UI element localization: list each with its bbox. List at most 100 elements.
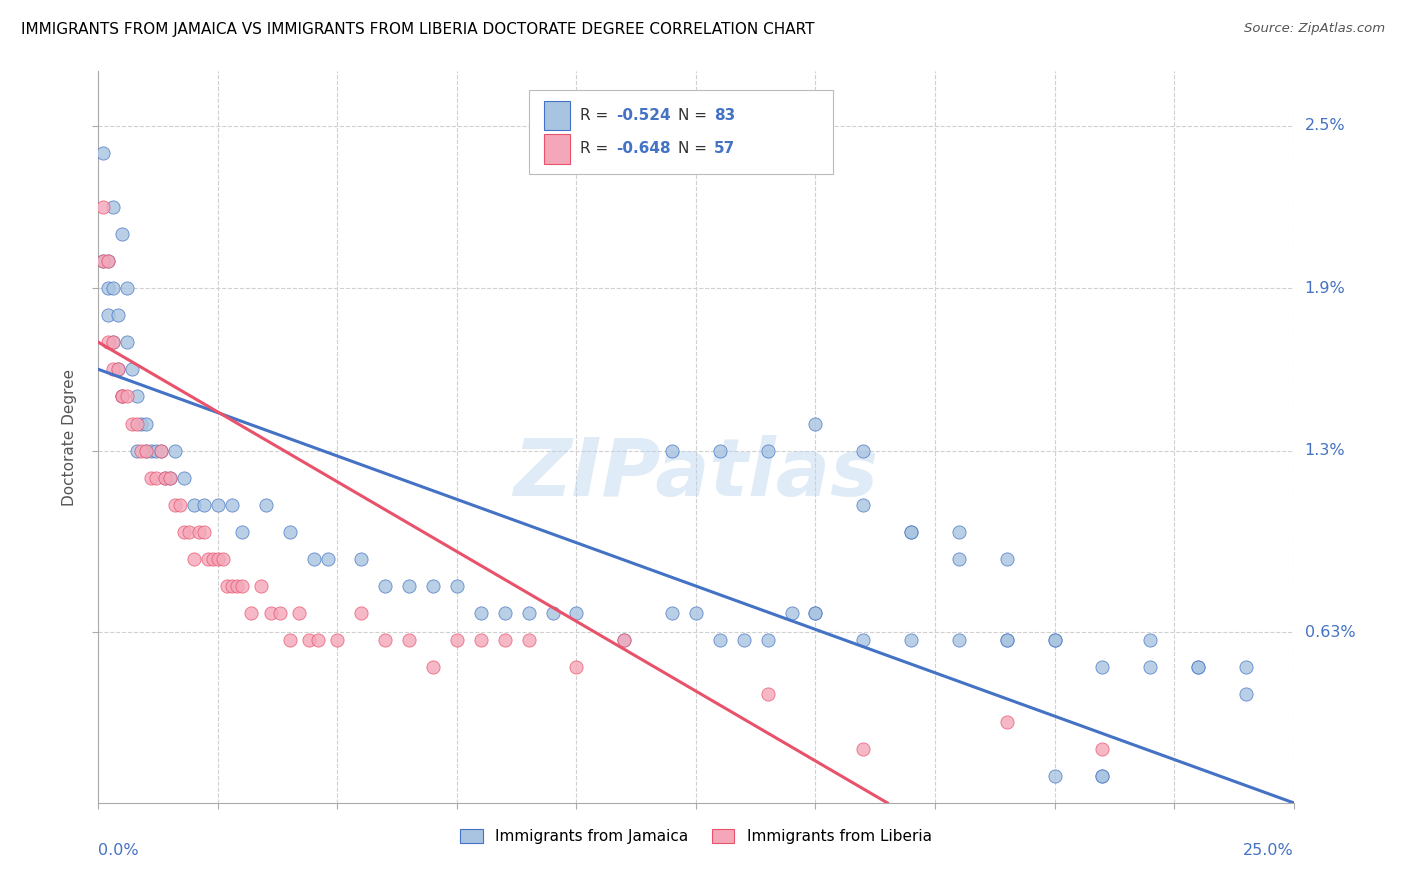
Point: [159, 471, 181, 485]
Point: [202, 552, 225, 566]
Point: [1043, 633, 1066, 648]
Point: [709, 443, 731, 458]
Point: [259, 606, 281, 620]
Point: [326, 633, 349, 648]
Point: [852, 443, 875, 458]
Point: [1234, 660, 1257, 674]
Point: [900, 524, 922, 539]
Point: [131, 443, 153, 458]
Point: [101, 281, 124, 295]
Point: [173, 471, 195, 485]
Point: [221, 498, 243, 512]
Text: -0.524: -0.524: [616, 108, 671, 123]
Point: [852, 498, 875, 512]
Point: [470, 633, 492, 648]
Point: [121, 417, 143, 431]
Point: [97, 308, 120, 322]
Point: [1091, 769, 1114, 783]
Point: [995, 552, 1018, 566]
Point: [269, 606, 291, 620]
Point: [350, 606, 373, 620]
Point: [709, 633, 731, 648]
Point: [111, 389, 134, 403]
Point: [115, 389, 138, 403]
Point: [183, 498, 205, 512]
Text: R =: R =: [581, 108, 613, 123]
Point: [422, 660, 444, 674]
Point: [288, 606, 311, 620]
Point: [135, 443, 157, 458]
Point: [231, 524, 253, 539]
Point: [1091, 741, 1114, 756]
Point: [121, 362, 143, 376]
Point: [91, 200, 114, 214]
Point: [159, 471, 181, 485]
Text: R =: R =: [581, 141, 613, 156]
Point: [1187, 660, 1209, 674]
Text: 1.3%: 1.3%: [1305, 443, 1346, 458]
Point: [145, 443, 167, 458]
FancyBboxPatch shape: [544, 101, 571, 130]
Point: [155, 471, 177, 485]
Point: [446, 633, 468, 648]
Point: [298, 633, 321, 648]
Point: [125, 389, 148, 403]
Point: [804, 417, 827, 431]
Point: [221, 579, 243, 593]
Point: [948, 552, 970, 566]
Point: [316, 552, 339, 566]
Point: [231, 579, 253, 593]
Point: [111, 389, 134, 403]
Point: [852, 741, 875, 756]
Point: [101, 335, 124, 350]
Point: [613, 633, 636, 648]
Point: [211, 552, 233, 566]
Point: [1234, 688, 1257, 702]
Point: [685, 606, 707, 620]
Point: [115, 335, 138, 350]
Point: [661, 443, 683, 458]
Point: [517, 633, 540, 648]
Point: [101, 362, 124, 376]
Point: [446, 579, 468, 593]
Point: [111, 389, 134, 403]
Point: [149, 443, 172, 458]
Text: 0.63%: 0.63%: [1305, 624, 1355, 640]
Point: [804, 606, 827, 620]
Point: [97, 281, 120, 295]
Point: [107, 362, 129, 376]
Point: [97, 254, 120, 268]
Point: [517, 606, 540, 620]
Point: [197, 552, 219, 566]
Point: [97, 335, 120, 350]
Point: [139, 443, 162, 458]
Point: [250, 579, 273, 593]
Point: [398, 633, 420, 648]
Point: [565, 660, 588, 674]
Point: [226, 579, 249, 593]
Point: [139, 471, 162, 485]
Point: [1139, 633, 1161, 648]
Point: [179, 524, 201, 539]
Point: [163, 498, 186, 512]
Text: 25.0%: 25.0%: [1243, 843, 1294, 858]
Text: IMMIGRANTS FROM JAMAICA VS IMMIGRANTS FROM LIBERIA DOCTORATE DEGREE CORRELATION : IMMIGRANTS FROM JAMAICA VS IMMIGRANTS FR…: [21, 22, 814, 37]
Point: [756, 688, 779, 702]
FancyBboxPatch shape: [529, 90, 834, 174]
Point: [278, 633, 301, 648]
Point: [101, 200, 124, 214]
Point: [193, 498, 215, 512]
Point: [613, 633, 636, 648]
Point: [131, 417, 153, 431]
Point: [494, 633, 516, 648]
Point: [125, 443, 148, 458]
Text: 1.9%: 1.9%: [1305, 281, 1346, 295]
Point: [193, 524, 215, 539]
Point: [350, 552, 373, 566]
Point: [254, 498, 277, 512]
Point: [780, 606, 803, 620]
FancyBboxPatch shape: [544, 135, 571, 163]
Point: [470, 606, 492, 620]
Point: [565, 606, 588, 620]
Point: [97, 254, 120, 268]
